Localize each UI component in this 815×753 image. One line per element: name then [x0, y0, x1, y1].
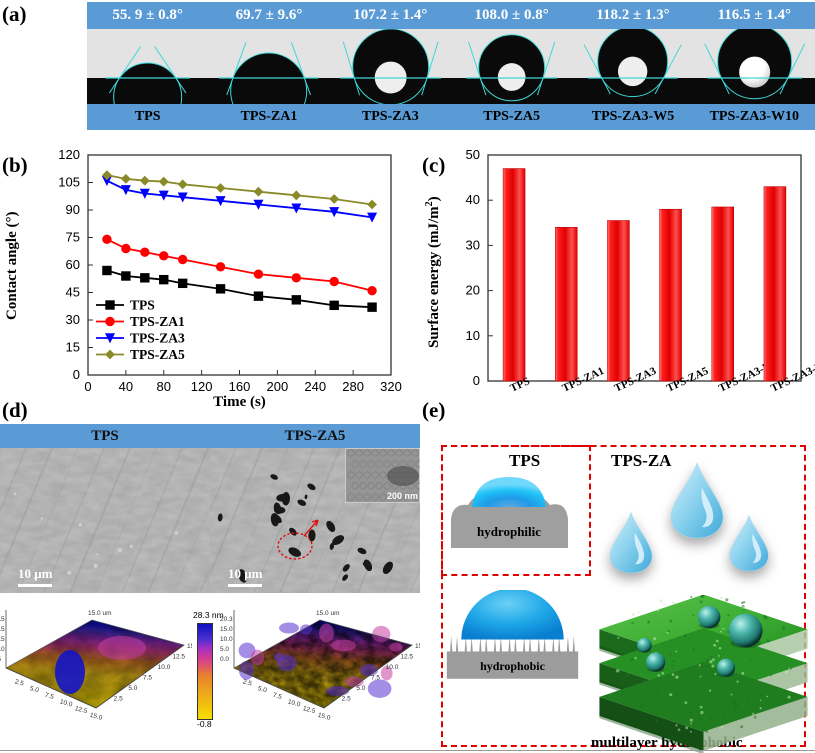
svg-text:0: 0 [84, 379, 91, 394]
svg-text:0: 0 [73, 367, 80, 382]
svg-text:0: 0 [473, 373, 480, 388]
svg-text:120: 120 [191, 379, 213, 394]
svg-text:2.5: 2.5 [242, 678, 253, 687]
svg-text:10.0: 10.0 [59, 698, 73, 708]
svg-text:12.5: 12.5 [172, 654, 185, 661]
svg-text:10: 10 [466, 328, 480, 343]
svg-text:200: 200 [267, 379, 289, 394]
svg-text:hydrophobic: hydrophobic [480, 659, 545, 673]
svg-text:15.0 um: 15.0 um [88, 610, 112, 617]
svg-text:75: 75 [66, 230, 80, 245]
svg-text:280: 280 [342, 379, 364, 394]
svg-text:80: 80 [157, 379, 171, 394]
svg-text:12.5: 12.5 [400, 654, 413, 661]
svg-text:5.0: 5.0 [29, 685, 40, 694]
svg-text:120: 120 [58, 150, 80, 162]
svg-text:40: 40 [466, 192, 480, 207]
svg-text:TPS-ZA5: TPS-ZA5 [130, 347, 185, 362]
svg-text:40.5: 40.5 [0, 616, 5, 623]
svg-text:10.0: 10.0 [386, 664, 399, 671]
svg-text:40: 40 [119, 379, 133, 394]
svg-text:7.5: 7.5 [371, 675, 380, 682]
svg-text:TPS-ZA1: TPS-ZA1 [130, 314, 185, 329]
svg-text:7.5: 7.5 [143, 675, 152, 682]
svg-text:15.0: 15.0 [89, 712, 103, 722]
svg-text:2.5: 2.5 [342, 696, 351, 703]
svg-text:5.0: 5.0 [356, 685, 365, 692]
svg-text:240: 240 [304, 379, 326, 394]
svg-text:22.5: 22.5 [0, 636, 5, 643]
svg-text:7.5: 7.5 [0, 656, 1, 663]
svg-text:7.5: 7.5 [44, 692, 55, 701]
svg-text:90: 90 [66, 202, 80, 217]
svg-text:7.5: 7.5 [272, 692, 283, 701]
svg-text:15.0: 15.0 [0, 646, 5, 653]
svg-text:10.0: 10.0 [158, 664, 171, 671]
svg-text:60: 60 [66, 257, 80, 272]
svg-text:105: 105 [58, 175, 80, 190]
svg-text:30: 30 [66, 312, 80, 327]
svg-text:0.0: 0.0 [220, 656, 229, 663]
svg-text:12.5: 12.5 [74, 705, 88, 715]
svg-text:10.0: 10.0 [220, 636, 233, 643]
svg-text:320: 320 [380, 379, 402, 394]
svg-text:50: 50 [466, 147, 480, 162]
svg-text:15: 15 [66, 340, 80, 355]
svg-text:2.5: 2.5 [114, 696, 123, 703]
svg-text:15.0: 15.0 [220, 626, 233, 633]
svg-text:2.5: 2.5 [14, 678, 25, 687]
svg-text:10.0: 10.0 [287, 698, 301, 708]
svg-text:30: 30 [466, 237, 480, 252]
svg-text:45: 45 [66, 285, 80, 300]
svg-text:15.0: 15.0 [317, 712, 331, 722]
svg-text:5.0: 5.0 [220, 646, 229, 653]
svg-text:20: 20 [466, 283, 480, 298]
svg-text:15.0 um: 15.0 um [316, 610, 340, 617]
svg-text:TPS-ZA3: TPS-ZA3 [130, 331, 185, 346]
svg-text:5.0: 5.0 [257, 685, 268, 694]
svg-text:30.5: 30.5 [0, 626, 5, 633]
svg-text:hydrophilic: hydrophilic [477, 524, 541, 539]
svg-text:12.5: 12.5 [302, 705, 316, 715]
svg-text:15.0: 15.0 [187, 643, 192, 650]
svg-text:160: 160 [229, 379, 251, 394]
svg-text:20.3: 20.3 [220, 616, 233, 623]
svg-text:TPS: TPS [130, 298, 155, 313]
svg-text:5.0: 5.0 [128, 685, 137, 692]
